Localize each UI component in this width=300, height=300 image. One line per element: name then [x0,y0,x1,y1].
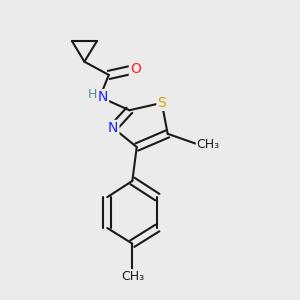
Text: S: S [158,96,166,110]
Text: H: H [88,88,97,101]
Text: CH₃: CH₃ [197,138,220,151]
Text: N: N [108,121,119,135]
Text: CH₃: CH₃ [121,270,144,283]
Text: O: O [130,62,141,76]
Text: N: N [98,90,108,104]
